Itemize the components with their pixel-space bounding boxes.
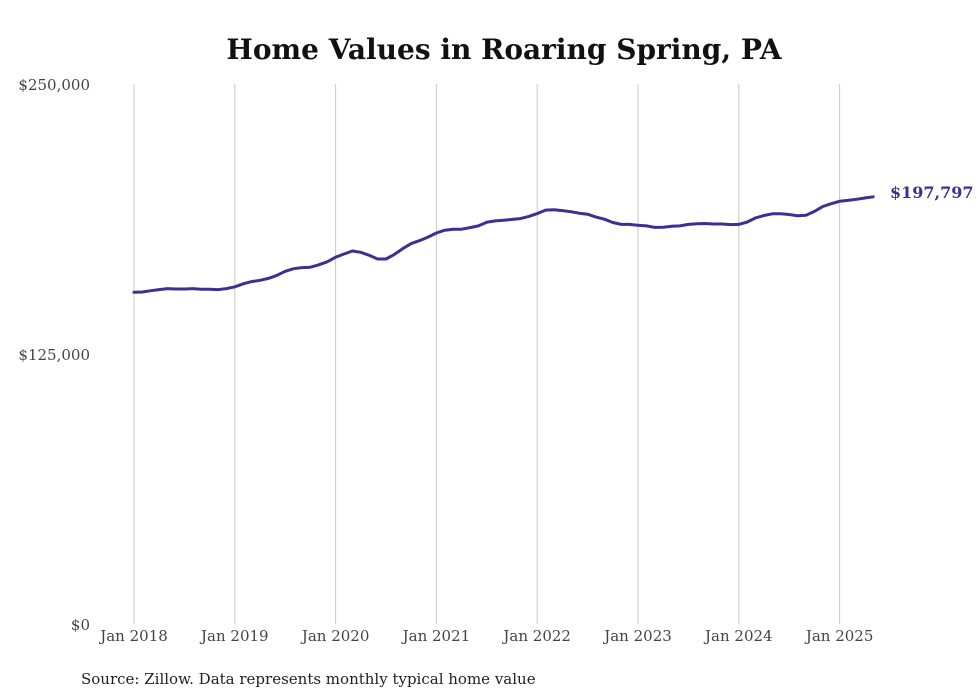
y-axis-ticks: $0 $125,000 $250,000 (18, 76, 90, 634)
x-tick-label: Jan 2019 (199, 627, 269, 645)
x-tick-label: Jan 2024 (703, 627, 773, 645)
series-line (132, 195, 875, 294)
x-tick-label: Jan 2022 (501, 627, 571, 645)
y-tick-label: $125,000 (18, 346, 90, 364)
chart-title: Home Values in Roaring Spring, PA (226, 33, 782, 66)
x-tick-label: Jan 2021 (401, 627, 471, 645)
x-tick-label: Jan 2018 (98, 627, 168, 645)
x-gridlines (133, 84, 841, 624)
x-tick-label: Jan 2023 (602, 627, 672, 645)
x-tick-label: Jan 2020 (300, 627, 370, 645)
y-tick-label: $250,000 (18, 76, 90, 94)
end-value-label: $197,797 (890, 183, 974, 202)
x-tick-label: Jan 2025 (804, 627, 874, 645)
y-tick-label: $0 (71, 616, 90, 634)
source-note: Source: Zillow. Data represents monthly … (81, 670, 536, 688)
x-axis-ticks: Jan 2018 Jan 2019 Jan 2020 Jan 2021 Jan 2022… (98, 627, 873, 645)
